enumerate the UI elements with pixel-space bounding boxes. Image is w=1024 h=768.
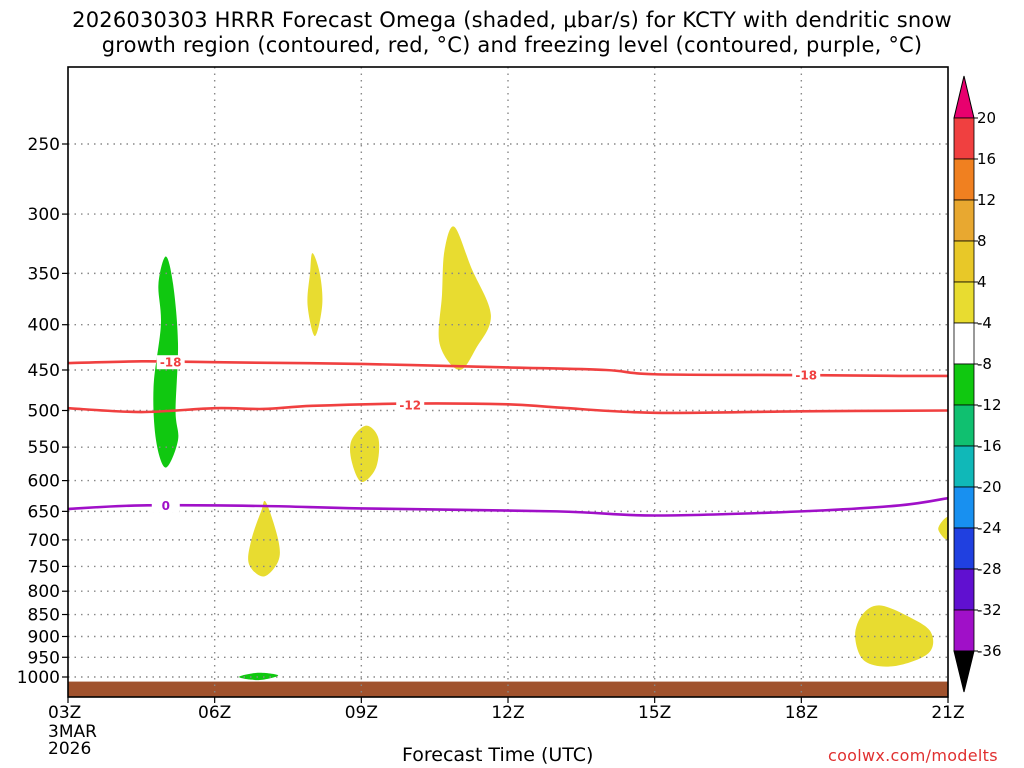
colorbar-cell-2 [953, 158, 975, 201]
contour-label-bg-1-1 [156, 355, 185, 370]
y-tick-label-700: 700 [28, 531, 60, 551]
contour-label-3-1: 0 [162, 499, 170, 513]
omega-region-8 [938, 517, 948, 541]
contour-line-1 [68, 360, 948, 378]
omega-region-3 [307, 253, 323, 337]
colorbar-cell-3 [953, 199, 975, 242]
x-tick-label-15Z: 15Z [638, 703, 671, 723]
y-tick-label-900: 900 [28, 627, 60, 647]
y-tick-label-550: 550 [28, 438, 60, 458]
colorbar-label-12: -28 [977, 560, 1002, 578]
contour-label-bg-2-1 [396, 398, 425, 413]
contour-label-1-1: -18 [160, 356, 182, 370]
colorbar-label-6: -4 [977, 314, 992, 332]
colorbar-cell-10 [953, 486, 975, 529]
x-tick-label-09Z: 09Z [345, 703, 378, 723]
title-line-2: growth region (contoured, red, °C) and f… [101, 33, 923, 57]
y-tick-label-400: 400 [28, 316, 60, 336]
x-tick-label-06Z: 06Z [198, 703, 231, 723]
x-axis-label: Forecast Time (UTC) [402, 744, 594, 766]
credit-link[interactable]: coolwx.com/modelts [828, 746, 998, 765]
colorbar-label-1: 20 [977, 109, 996, 127]
colorbar-label-7: -8 [977, 355, 992, 373]
colorbar-label-10: -20 [977, 478, 1002, 496]
contour-line-2 [68, 402, 948, 415]
colorbar-label-13: -32 [977, 601, 1002, 619]
colorbar-cell-7 [953, 363, 975, 406]
omega-shaded-regions [153, 226, 948, 681]
y-tick-label-650: 650 [28, 502, 60, 522]
contour-label-2-1: -12 [399, 399, 421, 413]
colorbar-cell-12 [953, 568, 975, 611]
chart-title: 2026030303 HRRR Forecast Omega (shaded, … [0, 8, 1024, 58]
colorbar-label-9: -16 [977, 437, 1002, 455]
x-tick-label-03Z: 03Z [48, 703, 81, 723]
colorbar-cell-1 [953, 117, 975, 160]
colorbar-label-5: 4 [977, 273, 987, 291]
y-tick-label-950: 950 [28, 648, 60, 668]
x-tick-label-12Z: 12Z [491, 703, 524, 723]
y-tick-label-250: 250 [28, 135, 60, 155]
colorbar-label-8: -12 [977, 396, 1002, 414]
colorbar-top-arrow [953, 75, 975, 119]
y-tick-label-300: 300 [28, 205, 60, 225]
colorbar-cell-9 [953, 445, 975, 488]
temperature-contours: -18 -18 -12 0 [68, 355, 948, 517]
colorbar-cell-11 [953, 527, 975, 570]
x-tick-sublabel-1: 3MAR [48, 722, 97, 742]
y-tick-label-800: 800 [28, 582, 60, 602]
colorbar-cell-4 [953, 240, 975, 283]
omega-region-2 [239, 672, 279, 681]
omega-region-5 [350, 425, 380, 482]
y-tick-label-1000: 1000 [17, 668, 60, 688]
omega-region-4 [438, 226, 491, 371]
gridlines [68, 67, 948, 697]
colorbar-label-3: 12 [977, 191, 996, 209]
colorbar-label-2: 16 [977, 150, 996, 168]
x-tick-label-18Z: 18Z [785, 703, 818, 723]
y-tick-label-450: 450 [28, 361, 60, 381]
contour-label-bg-1-2 [792, 368, 821, 383]
colorbar-cell-5 [953, 281, 975, 324]
x-tick-sublabel-2: 2026 [48, 739, 91, 759]
y-tick-label-750: 750 [28, 557, 60, 577]
colorbar-cell-8 [953, 404, 975, 447]
colorbar-label-14: -36 [977, 642, 1002, 660]
x-tick-label-21Z: 21Z [931, 703, 964, 723]
y-tick-label-600: 600 [28, 472, 60, 492]
colorbar-label-11: -24 [977, 519, 1002, 537]
ground-layer [68, 681, 948, 697]
colorbar-cell-6 [953, 322, 975, 365]
colorbar: 20 16 12 8 4 -4 -8 -12 -16 -20 -24 -28 -32 -36 [953, 75, 1002, 693]
colorbar-label-4: 8 [977, 232, 987, 250]
y-tick-label-500: 500 [28, 402, 60, 422]
colorbar-cell-13 [953, 609, 975, 652]
omega-region-6 [248, 500, 280, 577]
title-line-1: 2026030303 HRRR Forecast Omega (shaded, … [72, 8, 952, 32]
y-axis-ticks: 2503003504004505005506006507007508008509… [17, 135, 68, 688]
contour-line-3 [68, 496, 948, 517]
y-tick-label-850: 850 [28, 606, 60, 626]
contour-label-bg-3-1 [151, 498, 180, 513]
y-tick-label-350: 350 [28, 264, 60, 284]
ground-surface [68, 681, 948, 697]
contour-label-1-2: -18 [795, 369, 817, 383]
colorbar-bottom-arrow [953, 650, 975, 693]
